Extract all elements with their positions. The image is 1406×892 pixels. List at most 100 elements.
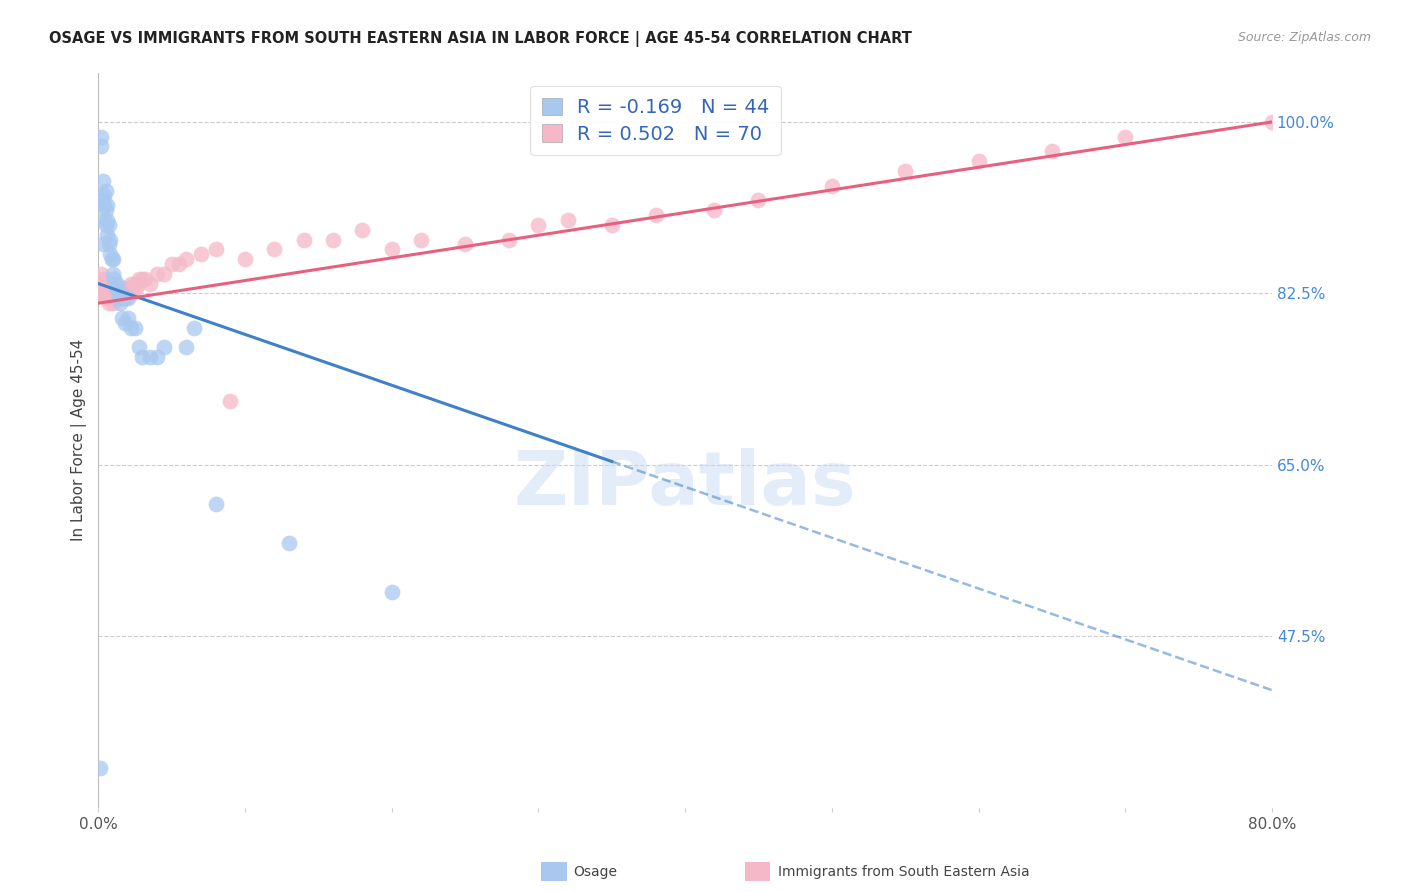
Point xyxy=(94,218,117,232)
Point xyxy=(114,316,136,330)
Point xyxy=(96,281,118,295)
Point xyxy=(134,271,156,285)
Point xyxy=(381,585,404,599)
Point xyxy=(454,237,477,252)
Point xyxy=(98,233,121,247)
Point xyxy=(1261,115,1284,129)
Point xyxy=(204,242,226,256)
Point xyxy=(138,277,160,291)
Point xyxy=(108,291,131,305)
Point xyxy=(117,281,139,295)
Point xyxy=(115,291,138,305)
Point xyxy=(117,310,139,325)
Point xyxy=(967,154,990,169)
Point xyxy=(108,291,131,305)
Point xyxy=(98,277,121,291)
Point xyxy=(121,286,143,301)
Point xyxy=(94,184,117,198)
Point xyxy=(190,247,212,261)
Point xyxy=(101,252,124,266)
Point xyxy=(96,291,118,305)
Point xyxy=(90,129,112,144)
Point xyxy=(97,218,120,232)
Point xyxy=(110,296,132,310)
Point xyxy=(104,286,127,301)
Point xyxy=(93,286,115,301)
Point xyxy=(97,286,120,301)
Point xyxy=(263,242,285,256)
Point xyxy=(94,281,117,295)
Point xyxy=(101,286,124,301)
Point xyxy=(127,277,149,291)
Point xyxy=(107,281,129,295)
Point xyxy=(160,257,183,271)
Point xyxy=(409,233,432,247)
Point xyxy=(101,296,124,310)
Point xyxy=(153,340,176,354)
Text: Osage: Osage xyxy=(574,865,617,880)
Point xyxy=(96,213,118,227)
Point xyxy=(111,281,134,295)
Point xyxy=(101,267,124,281)
Point xyxy=(278,536,301,550)
Point xyxy=(124,320,146,334)
Point xyxy=(644,208,666,222)
Point xyxy=(94,291,117,305)
Point xyxy=(94,271,117,285)
Point xyxy=(600,218,623,232)
Point xyxy=(821,178,844,193)
Point xyxy=(557,213,579,227)
Point xyxy=(146,350,169,364)
Point xyxy=(98,247,121,261)
Y-axis label: In Labor Force | Age 45-54: In Labor Force | Age 45-54 xyxy=(72,339,87,541)
Point xyxy=(104,281,127,295)
Point xyxy=(103,291,125,305)
Point xyxy=(131,350,153,364)
Text: Source: ZipAtlas.com: Source: ZipAtlas.com xyxy=(1237,31,1371,45)
Point xyxy=(91,271,114,285)
Point xyxy=(233,252,256,266)
Point xyxy=(125,281,148,295)
Point xyxy=(322,233,344,247)
Text: Immigrants from South Eastern Asia: Immigrants from South Eastern Asia xyxy=(778,865,1029,880)
Point xyxy=(93,198,115,212)
Point xyxy=(527,218,550,232)
Point xyxy=(112,291,135,305)
Point xyxy=(153,267,176,281)
Point xyxy=(100,252,122,266)
Point xyxy=(94,203,117,218)
Point xyxy=(747,194,769,208)
Point xyxy=(292,233,315,247)
Point xyxy=(107,277,129,291)
Point xyxy=(176,252,198,266)
Point xyxy=(1040,145,1063,159)
Point xyxy=(91,237,114,252)
Point xyxy=(131,271,153,285)
Point xyxy=(120,320,142,334)
Point xyxy=(91,194,114,208)
Point xyxy=(90,286,112,301)
Point xyxy=(352,223,374,237)
Point xyxy=(1114,129,1136,144)
Point xyxy=(204,497,226,511)
Point xyxy=(103,271,125,285)
Point xyxy=(96,198,118,212)
Point xyxy=(89,277,111,291)
Point xyxy=(93,188,115,202)
Point xyxy=(97,296,120,310)
Point xyxy=(894,164,917,178)
Point xyxy=(117,291,139,305)
Point xyxy=(183,320,205,334)
Point xyxy=(90,139,112,153)
Point xyxy=(100,291,122,305)
Point xyxy=(89,762,111,776)
Legend: R = -0.169   N = 44, R = 0.502   N = 70: R = -0.169 N = 44, R = 0.502 N = 70 xyxy=(530,87,782,155)
Point xyxy=(110,286,132,301)
Point xyxy=(219,394,242,409)
Point xyxy=(93,277,115,291)
Point xyxy=(93,213,115,227)
Point xyxy=(110,286,132,301)
Point xyxy=(138,350,160,364)
Point xyxy=(124,277,146,291)
Point xyxy=(167,257,190,271)
